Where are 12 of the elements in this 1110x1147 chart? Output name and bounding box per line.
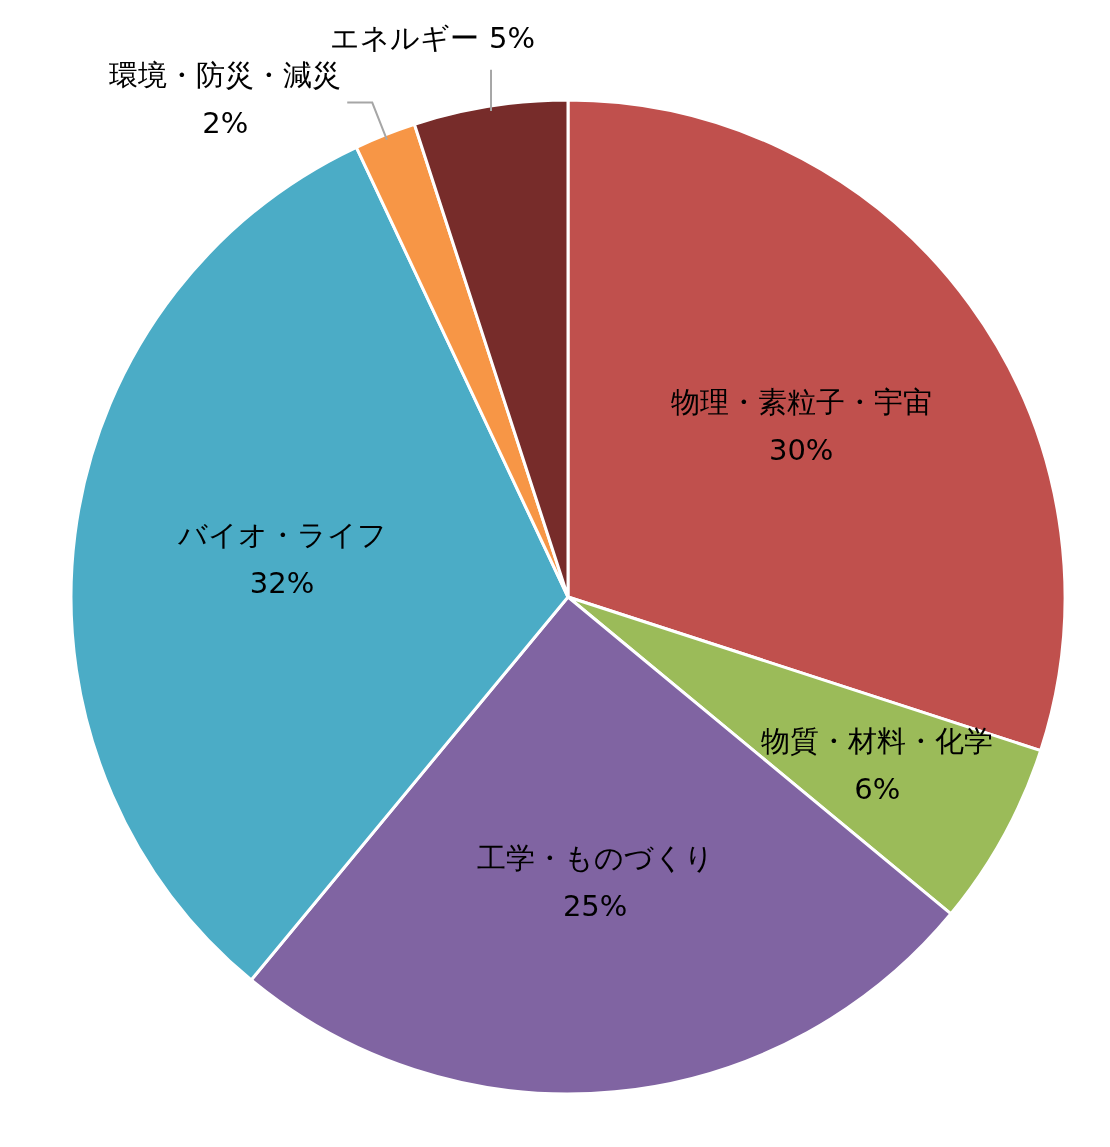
slice-label: エネルギー bbox=[330, 20, 480, 55]
data-label: 5% bbox=[489, 20, 536, 55]
data-label: 32% bbox=[249, 565, 315, 600]
slice-label: 物質・材料・化学 bbox=[761, 724, 994, 758]
slice-label: バイオ・ライフ bbox=[176, 517, 387, 552]
slice-label: 工学・ものづくり bbox=[476, 840, 714, 875]
data-label: 2% bbox=[202, 105, 249, 140]
slice-label: 物理・素粒子・宇宙 bbox=[670, 384, 932, 419]
data-label: 6% bbox=[854, 772, 901, 806]
data-label: 25% bbox=[562, 888, 628, 923]
data-label: 30% bbox=[768, 432, 834, 467]
slice-label: 環境・防災・減災 bbox=[109, 57, 342, 92]
